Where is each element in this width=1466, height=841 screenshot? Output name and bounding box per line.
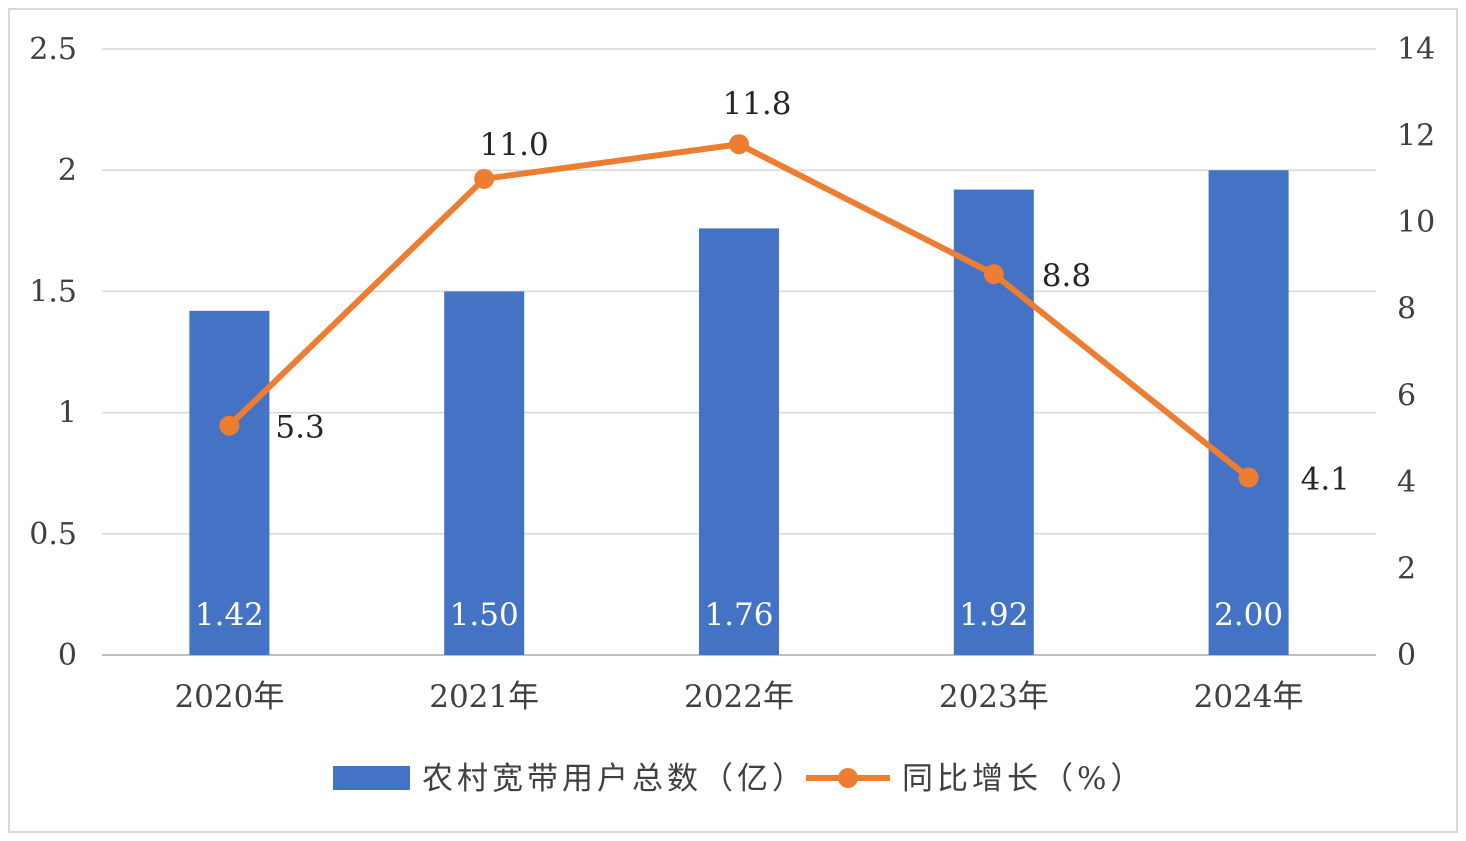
line-point <box>729 134 749 155</box>
y-left-tick-label: 0.5 <box>29 517 77 552</box>
legend: 农村宽带用户总数（亿） 同比增长（%） <box>333 761 1145 797</box>
y-right-tick-label: 12 <box>1397 119 1435 154</box>
bar-data-label: 2.00 <box>1214 597 1283 633</box>
x-tick-label: 2022年 <box>684 679 794 715</box>
bar <box>189 310 270 655</box>
y-right-tick-label: 10 <box>1397 205 1435 240</box>
line-data-label: 11.0 <box>480 127 549 163</box>
line-data-label: 4.1 <box>1301 462 1350 498</box>
y-right-tick-label: 4 <box>1397 465 1416 500</box>
legend-marker-line <box>838 768 858 788</box>
bar-series: 1.42 1.50 1.76 1.92 2.00 <box>189 170 1289 656</box>
x-tick-label: 2024年 <box>1194 679 1304 715</box>
y-left-tick-label: 1.5 <box>29 274 77 309</box>
x-tick-label: 2021年 <box>429 679 539 715</box>
x-axis: 2020年 2021年 2022年 2023年 2024年 <box>174 679 1303 715</box>
left-y-axis: 0 0.5 1 1.5 2 2.5 <box>29 32 77 673</box>
y-right-tick-label: 14 <box>1397 32 1435 67</box>
line-point <box>474 168 495 189</box>
line-point <box>983 264 1004 285</box>
y-left-tick-label: 2.5 <box>29 32 77 67</box>
line-data-label: 5.3 <box>275 410 324 446</box>
y-right-tick-label: 2 <box>1397 551 1416 586</box>
bar-data-label: 1.76 <box>704 597 773 633</box>
bar <box>699 228 779 655</box>
bar <box>1208 170 1289 655</box>
bar <box>444 291 525 655</box>
right-y-axis: 0 2 4 6 8 10 12 14 <box>1397 32 1435 673</box>
y-right-tick-label: 6 <box>1397 378 1416 413</box>
legend-swatch-bar <box>333 766 410 790</box>
y-left-tick-label: 0 <box>58 638 77 673</box>
x-tick-label: 2020年 <box>174 679 284 715</box>
line-point <box>1238 467 1259 488</box>
x-tick-label: 2023年 <box>939 679 1049 715</box>
y-left-tick-label: 2 <box>58 153 77 188</box>
bar-data-label: 1.42 <box>195 597 264 633</box>
legend-label-line: 同比增长（%） <box>902 761 1145 797</box>
bar-data-label: 1.50 <box>450 597 519 633</box>
line-point <box>219 415 240 436</box>
line-data-label: 11.8 <box>722 86 791 122</box>
y-right-tick-label: 8 <box>1397 292 1416 327</box>
y-left-tick-label: 1 <box>58 396 77 431</box>
line-series: 5.3 11.0 11.8 8.8 4.1 <box>219 86 1350 498</box>
line-data-label: 8.8 <box>1042 258 1091 294</box>
bar-data-label: 1.92 <box>959 597 1028 633</box>
legend-label-bar: 农村宽带用户总数（亿） <box>422 761 807 797</box>
gridlines <box>102 48 1376 656</box>
y-right-tick-label: 0 <box>1397 638 1416 673</box>
